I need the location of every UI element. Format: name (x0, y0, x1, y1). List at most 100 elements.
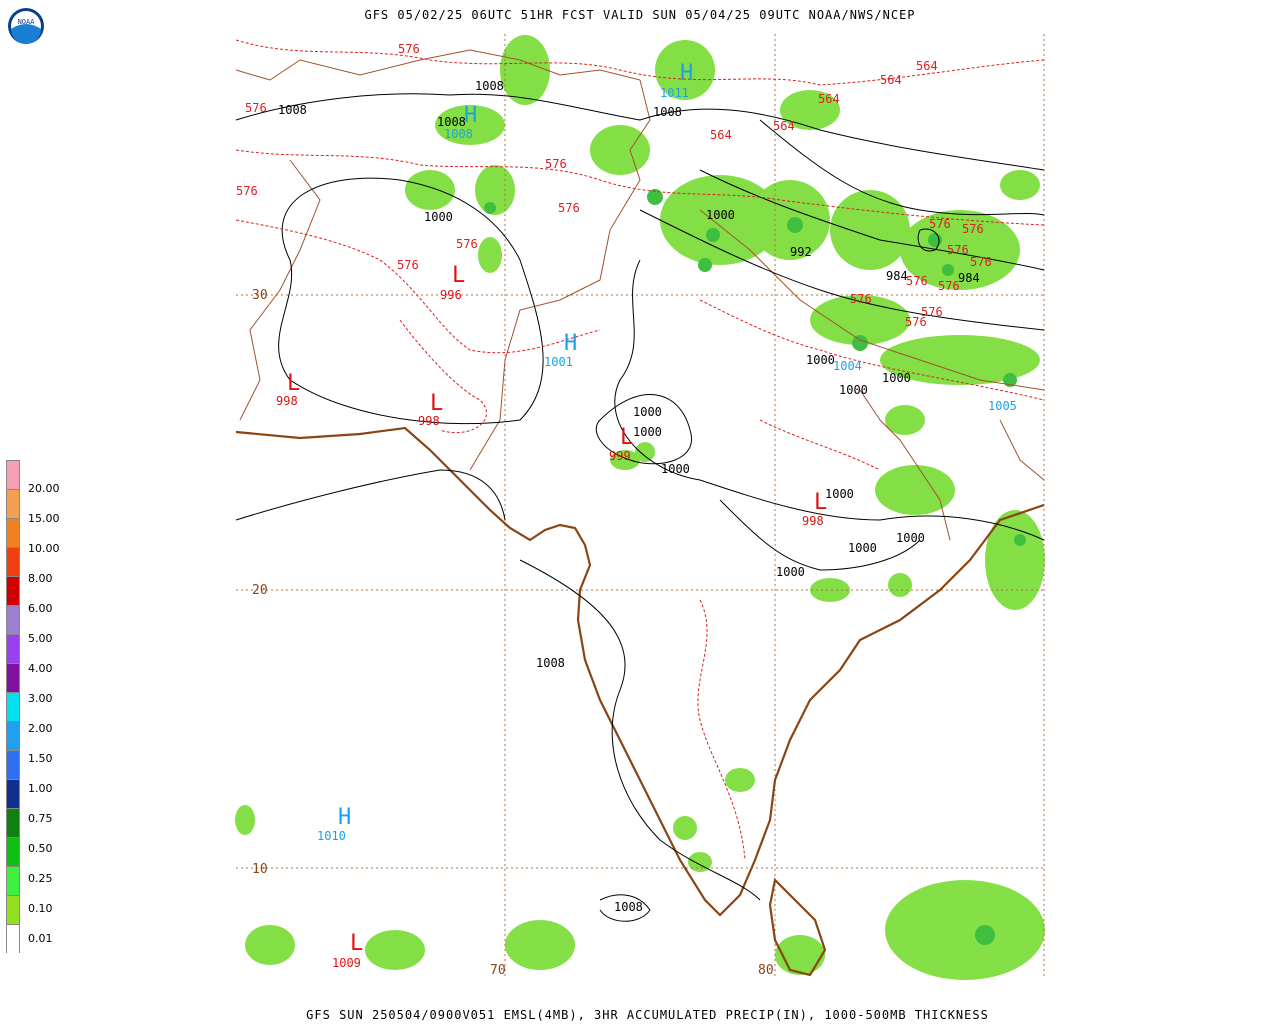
lat-label-10: 10 (252, 862, 268, 877)
high-value: 1008 (444, 127, 473, 141)
legend-swatch (6, 518, 20, 547)
lon-label-80: 80 (758, 963, 774, 978)
low-value: 1009 (332, 956, 361, 970)
isobar-label: 1000 (882, 371, 911, 385)
legend-swatch (6, 692, 20, 721)
legend-swatch (6, 489, 20, 518)
legend-label: 2.00 (28, 722, 53, 735)
isobar-label: 1000 (776, 565, 805, 579)
legend-swatch (6, 924, 20, 953)
legend-swatch (6, 605, 20, 634)
high-symbol: H (564, 331, 577, 356)
isobar-labels: 1008 1008 1008 1000 1000 1000 1000 1000 … (278, 79, 980, 914)
isobar-label: 1000 (806, 353, 835, 367)
lat-label-20: 20 (252, 583, 268, 598)
isobar-label: 1008 (475, 79, 504, 93)
low-symbol: L (452, 263, 465, 288)
thickness-label: 576 (947, 243, 969, 257)
isobar-label: 1000 (661, 462, 690, 476)
legend-swatch (6, 576, 20, 605)
isobar-label: 992 (790, 245, 812, 259)
legend-label: 1.50 (28, 752, 53, 765)
thickness-label: 576 (921, 305, 943, 319)
isobars (235, 93, 1045, 922)
isobar-label: 984 (958, 271, 980, 285)
low-symbol: L (620, 425, 633, 450)
legend-label: 15.00 (28, 512, 60, 525)
chart-footer: GFS SUN 250504/0900V051 EMSL(4MB), 3HR A… (306, 1008, 989, 1022)
thickness-label: 576 (236, 184, 258, 198)
legend-label: 0.50 (28, 842, 53, 855)
legend-swatch (6, 634, 20, 663)
high-value: 1001 (544, 355, 573, 369)
low-value: 998 (802, 514, 824, 528)
high-value: 1010 (317, 829, 346, 843)
legend-swatch (6, 779, 20, 808)
isobar-label: 1000 (839, 383, 868, 397)
high-symbol: H (338, 805, 351, 830)
noaa-logo: NOAA (8, 8, 44, 44)
low-symbol: L (350, 931, 363, 956)
legend-swatch (6, 750, 20, 779)
legend-label: 5.00 (28, 632, 53, 645)
thickness-label: 564 (818, 92, 840, 106)
lat-label-30: 30 (252, 288, 268, 303)
grid-labels: 30 20 10 70 80 (252, 288, 774, 978)
lon-label-70: 70 (490, 963, 506, 978)
legend-label: 8.00 (28, 572, 53, 585)
isobar-label: 1008 (437, 115, 466, 129)
thickness-label: 576 (545, 157, 567, 171)
blue-labels: 1004 1005 (833, 359, 1017, 413)
isobar-label: 1000 (706, 208, 735, 222)
isobar-label: 1008 (653, 105, 682, 119)
legend-label: 0.25 (28, 872, 53, 885)
thickness-label: 564 (773, 119, 795, 133)
legend-label: 1.00 (28, 782, 53, 795)
isobar-label: 1008 (278, 103, 307, 117)
pressure-centers: H 1008 H 1011 H 1001 H 1010 L 998 L 998 … (276, 61, 827, 970)
legend-label: 10.00 (28, 542, 60, 555)
legend-label: 0.75 (28, 812, 53, 825)
low-symbol: L (430, 391, 443, 416)
low-value: 996 (440, 288, 462, 302)
isobar-label: 1008 (536, 656, 565, 670)
legend-swatch (6, 837, 20, 866)
legend-swatch (6, 808, 20, 837)
thickness-label: 576 (245, 101, 267, 115)
thickness-labels: 576 576 576 576 576 576 576 564 564 564 … (236, 42, 992, 329)
legend-swatch (6, 460, 20, 489)
legend-label: 0.10 (28, 902, 53, 915)
legend-swatch (6, 663, 20, 692)
legend-label: 6.00 (28, 602, 53, 615)
thickness-label: 576 (398, 42, 420, 56)
low-value: 999 (609, 449, 631, 463)
isobar-label: 1000 (424, 210, 453, 224)
thickness-label: 576 (397, 258, 419, 272)
thickness-label: 564 (880, 73, 902, 87)
legend-swatch (6, 866, 20, 895)
thickness-label: 576 (962, 222, 984, 236)
isobar-label: 1000 (848, 541, 877, 555)
thickness-label: 564 (710, 128, 732, 142)
legend-swatch (6, 721, 20, 750)
borders (235, 49, 1045, 541)
thickness-label: 576 (970, 255, 992, 269)
isobar-label: 1000 (825, 487, 854, 501)
thickness-label: 576 (906, 274, 928, 288)
low-value: 998 (418, 414, 440, 428)
isobar-label: 1000 (896, 531, 925, 545)
high-value: 1011 (660, 86, 689, 100)
thickness-contours (235, 39, 1045, 861)
isobar-label: 1000 (633, 405, 662, 419)
legend-label: 0.01 (28, 932, 53, 945)
chart-title: GFS 05/02/25 06UTC 51HR FCST VALID SUN 0… (364, 8, 916, 22)
thickness-label: 576 (905, 315, 927, 329)
low-symbol: L (814, 490, 827, 515)
thickness-label: 576 (850, 292, 872, 306)
isobar-label: 1000 (633, 425, 662, 439)
isobar-label-blue: 1005 (988, 399, 1017, 413)
precip-legend: 20.00 15.00 10.00 8.00 6.00 5.00 4.00 3.00 2.00 1… (6, 460, 60, 953)
thickness-label: 576 (558, 201, 580, 215)
legend-swatch (6, 895, 20, 924)
